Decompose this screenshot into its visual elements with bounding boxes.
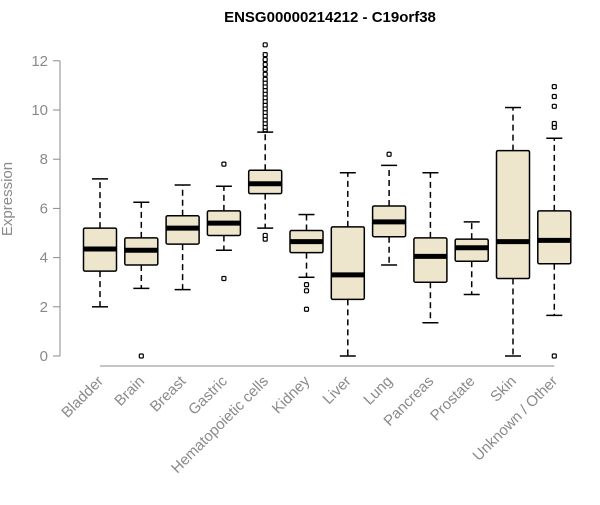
- x-tick-label-breast: Breast: [147, 372, 190, 415]
- outlier-point: [551, 93, 557, 100]
- outlier-point: [262, 61, 268, 68]
- x-tick-label-liver: Liver: [320, 373, 355, 408]
- y-tick-label: 6: [40, 200, 48, 217]
- outlier-point: [386, 151, 392, 157]
- x-tick-label-skin: Skin: [487, 373, 520, 406]
- outlier-point: [303, 288, 310, 294]
- chart-title: ENSG00000214212 - C19orf38: [224, 9, 436, 26]
- outlier-point: [303, 306, 310, 312]
- x-tick-label-lung: Lung: [360, 373, 396, 409]
- boxes-layer: [82, 42, 572, 359]
- box-pancreas: [413, 171, 448, 324]
- y-tick-label: 8: [40, 151, 48, 168]
- iqr-box: [413, 237, 448, 283]
- y-tick-label: 10: [31, 102, 48, 119]
- box-skin: [495, 106, 531, 357]
- box-prostate: [454, 221, 489, 296]
- iqr-box: [537, 210, 572, 265]
- outlier-point: [262, 71, 268, 77]
- outlier-point: [303, 282, 310, 288]
- outlier-point: [221, 161, 227, 167]
- x-tick-label-brain: Brain: [111, 373, 148, 410]
- y-tick-label: 0: [40, 348, 48, 365]
- outlier-point: [221, 275, 227, 282]
- y-tick-label: 2: [40, 299, 48, 316]
- box-hematopoietic-cells: [247, 42, 283, 242]
- outlier-point: [551, 120, 557, 127]
- x-tick-label-prostate: Prostate: [427, 373, 479, 425]
- outlier-point: [262, 52, 268, 58]
- iqr-box: [330, 226, 366, 301]
- outlier-point: [262, 76, 268, 82]
- box-gastric: [206, 161, 242, 282]
- axes-layer: 0 2 4 6 8 10 12: [31, 53, 555, 367]
- outlier-point: [138, 353, 144, 359]
- outlier-point: [551, 353, 557, 359]
- box-liver: [330, 171, 366, 357]
- y-tick-label: 4: [40, 250, 48, 267]
- box-unknown-other: [537, 84, 572, 359]
- outlier-point: [262, 42, 268, 48]
- box-lung: [371, 151, 407, 266]
- outlier-point: [551, 103, 557, 109]
- y-tick-label: 12: [31, 53, 48, 70]
- outlier-point: [262, 66, 268, 73]
- box-bladder: [82, 178, 118, 308]
- outlier-point: [551, 84, 557, 90]
- x-tick-label-kidney: Kidney: [269, 372, 314, 417]
- outlier-point: [262, 56, 268, 63]
- outlier-point: [262, 232, 268, 239]
- y-axis-title: Expression: [0, 162, 16, 236]
- x-tick-label-bladder: Bladder: [58, 373, 107, 422]
- box-brain: [124, 201, 159, 359]
- box-breast: [165, 184, 200, 291]
- iqr-box: [495, 149, 531, 280]
- box-kidney: [289, 213, 324, 312]
